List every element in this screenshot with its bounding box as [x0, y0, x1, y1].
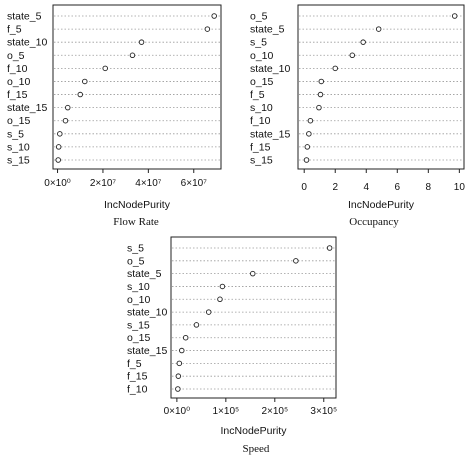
category-label: o_15 — [127, 332, 151, 344]
category-label: o_5 — [7, 50, 25, 62]
data-point — [129, 52, 136, 59]
x-tick-label: 4×10⁷ — [135, 178, 162, 189]
category-label: s_5 — [250, 37, 267, 49]
data-point — [250, 270, 256, 277]
data-point — [303, 157, 310, 163]
category-label: o_15 — [250, 76, 274, 88]
category-label: f_15 — [7, 89, 28, 101]
panel-caption: Speed — [243, 443, 270, 455]
category-label: f_15 — [127, 371, 148, 383]
category-label: s_15 — [127, 319, 150, 331]
x-tick-label: 2×10⁷ — [90, 178, 117, 189]
category-label: state_15 — [127, 345, 167, 357]
category-label: s_15 — [7, 155, 30, 167]
data-point — [375, 26, 382, 32]
panel-caption: Occupancy — [349, 216, 399, 228]
x-tick-label: 1×10⁵ — [213, 406, 240, 417]
data-point — [175, 373, 182, 379]
x-tick-label: 6 — [395, 182, 401, 193]
category-label: o_15 — [7, 115, 31, 127]
category-label: s_10 — [7, 141, 30, 153]
x-tick-label: 0 — [301, 182, 307, 193]
flow-rate-panel: state_5f_5state_10o_5f_10o_10f_15state_1… — [7, 4, 222, 228]
data-point — [179, 347, 185, 354]
data-point — [293, 258, 299, 264]
category-label: s_5 — [7, 128, 24, 140]
category-label: f_10 — [250, 115, 271, 127]
category-label: o_5 — [250, 11, 268, 23]
data-point — [318, 78, 325, 85]
category-label: state_5 — [250, 24, 285, 36]
occupancy-panel: o_5state_5s_5o_10state_10o_15f_5s_10f_10… — [250, 4, 466, 228]
data-point — [193, 322, 200, 328]
x-tick-label: 2 — [332, 182, 338, 193]
x-tick-label: 0×10⁰ — [164, 406, 191, 417]
category-label: state_5 — [7, 11, 42, 23]
data-point — [205, 309, 212, 315]
data-point — [55, 144, 62, 150]
x-tick-label: 2×10⁵ — [261, 406, 288, 417]
category-label: state_10 — [7, 37, 47, 49]
data-point — [316, 104, 322, 111]
x-tick-label: 10 — [454, 182, 466, 193]
category-label: state_10 — [127, 307, 167, 319]
category-label: state_15 — [7, 102, 47, 114]
data-point — [317, 91, 324, 98]
data-point — [175, 386, 181, 392]
category-label: f_5 — [7, 24, 22, 36]
data-point — [82, 78, 88, 85]
x-tick-label: 6×10⁷ — [181, 178, 208, 189]
category-label: s_5 — [127, 243, 144, 255]
data-point — [451, 13, 458, 19]
plot-frame — [297, 4, 465, 170]
data-point — [182, 334, 189, 341]
plot-frame — [170, 236, 337, 399]
category-label: o_10 — [250, 50, 274, 62]
x-tick-label: 8 — [426, 182, 432, 193]
category-label: o_5 — [127, 255, 145, 267]
category-label: state_15 — [250, 128, 290, 140]
category-label: o_10 — [7, 76, 31, 88]
data-point — [304, 144, 311, 150]
data-point — [176, 360, 183, 367]
category-label: f_10 — [127, 384, 148, 396]
category-label: f_15 — [250, 141, 271, 153]
data-point — [326, 245, 333, 251]
x-axis-title: IncNodePurity — [104, 199, 171, 211]
category-label: f_5 — [127, 358, 142, 370]
x-tick-label: 4 — [363, 182, 369, 193]
data-point — [102, 65, 108, 72]
data-point — [57, 131, 63, 137]
category-label: o_10 — [127, 294, 151, 306]
x-axis-title: IncNodePurity — [221, 425, 288, 437]
plot-frame — [52, 4, 222, 170]
data-point — [306, 131, 312, 137]
data-point — [332, 65, 338, 72]
x-tick-label: 0×10⁰ — [44, 178, 71, 189]
data-point — [217, 296, 223, 303]
category-label: s_10 — [127, 281, 150, 293]
panel-caption: Flow Rate — [113, 216, 159, 228]
data-point — [55, 157, 61, 163]
data-point — [307, 117, 314, 124]
data-point — [349, 52, 356, 59]
category-label: f_10 — [7, 63, 28, 75]
data-point — [62, 117, 69, 124]
data-point — [360, 39, 366, 45]
data-point — [219, 283, 226, 290]
data-point — [211, 13, 217, 19]
category-label: state_10 — [250, 63, 290, 75]
speed-panel: s_5o_5state_5s_10o_10state_10s_15o_15sta… — [127, 236, 337, 455]
data-point — [138, 39, 145, 45]
category-label: s_15 — [250, 155, 273, 167]
category-label: s_10 — [250, 102, 273, 114]
category-label: f_5 — [250, 89, 265, 101]
data-point — [65, 104, 71, 111]
data-point — [204, 26, 211, 32]
category-label: state_5 — [127, 268, 162, 280]
x-axis-title: IncNodePurity — [348, 199, 415, 211]
x-tick-label: 3×10⁵ — [310, 406, 337, 417]
data-point — [77, 91, 83, 98]
